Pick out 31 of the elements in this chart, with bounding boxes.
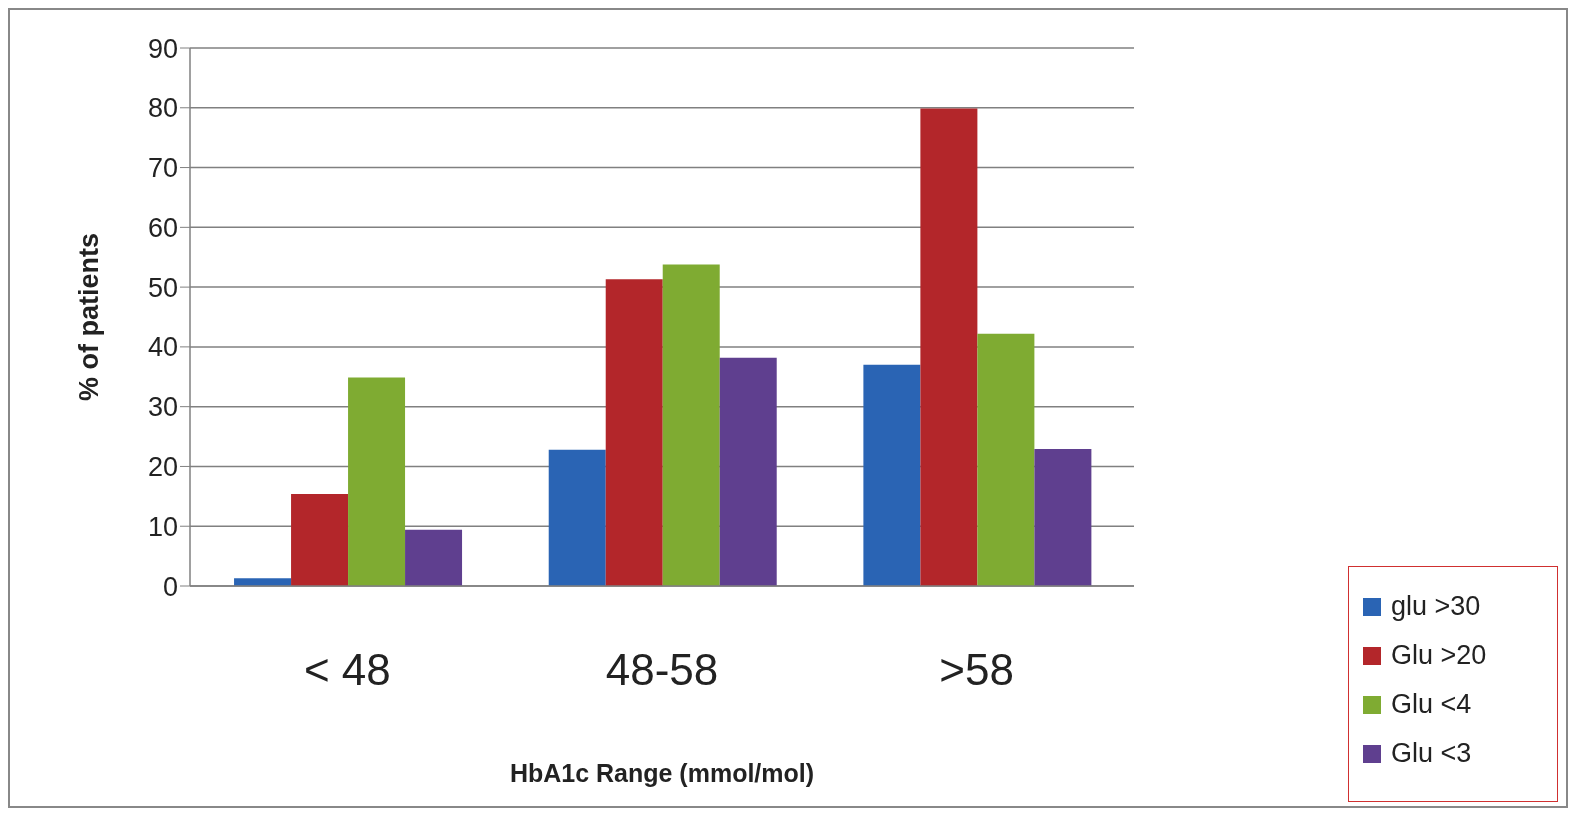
y-tick-label: 60 [147,212,178,243]
y-tick-label: 10 [147,511,178,542]
x-tick-label: >58 [939,645,1014,695]
y-tick-label: 30 [147,392,178,423]
bar [863,364,921,586]
y-tick-label: 80 [147,93,178,124]
bar [605,279,663,586]
bar [548,449,606,586]
bar [348,377,406,586]
y-axis-title: % of patients [73,232,104,402]
x-tick-label: 48-58 [605,645,719,695]
bar [291,493,349,586]
legend-label: Glu >20 [1391,640,1487,671]
y-tick-label: 0 [162,571,178,602]
bar [1034,449,1092,586]
y-tick-label: 40 [147,332,178,363]
y-tick-label: 50 [147,272,178,303]
legend-label: Glu <3 [1391,738,1472,769]
y-tick-label: 90 [147,33,178,64]
x-axis-title: HbA1c Range (mmol/mol) [509,759,815,787]
bar [405,529,463,586]
y-tick-label: 70 [147,153,178,184]
legend-label: Glu <4 [1391,689,1472,720]
bar [234,578,292,586]
bar [920,108,978,586]
bar [662,264,720,586]
bar [719,357,777,586]
x-tick-label: < 48 [303,645,391,695]
legend-label: glu >30 [1391,591,1481,622]
bar [977,333,1035,586]
y-tick-label: 20 [147,452,178,483]
